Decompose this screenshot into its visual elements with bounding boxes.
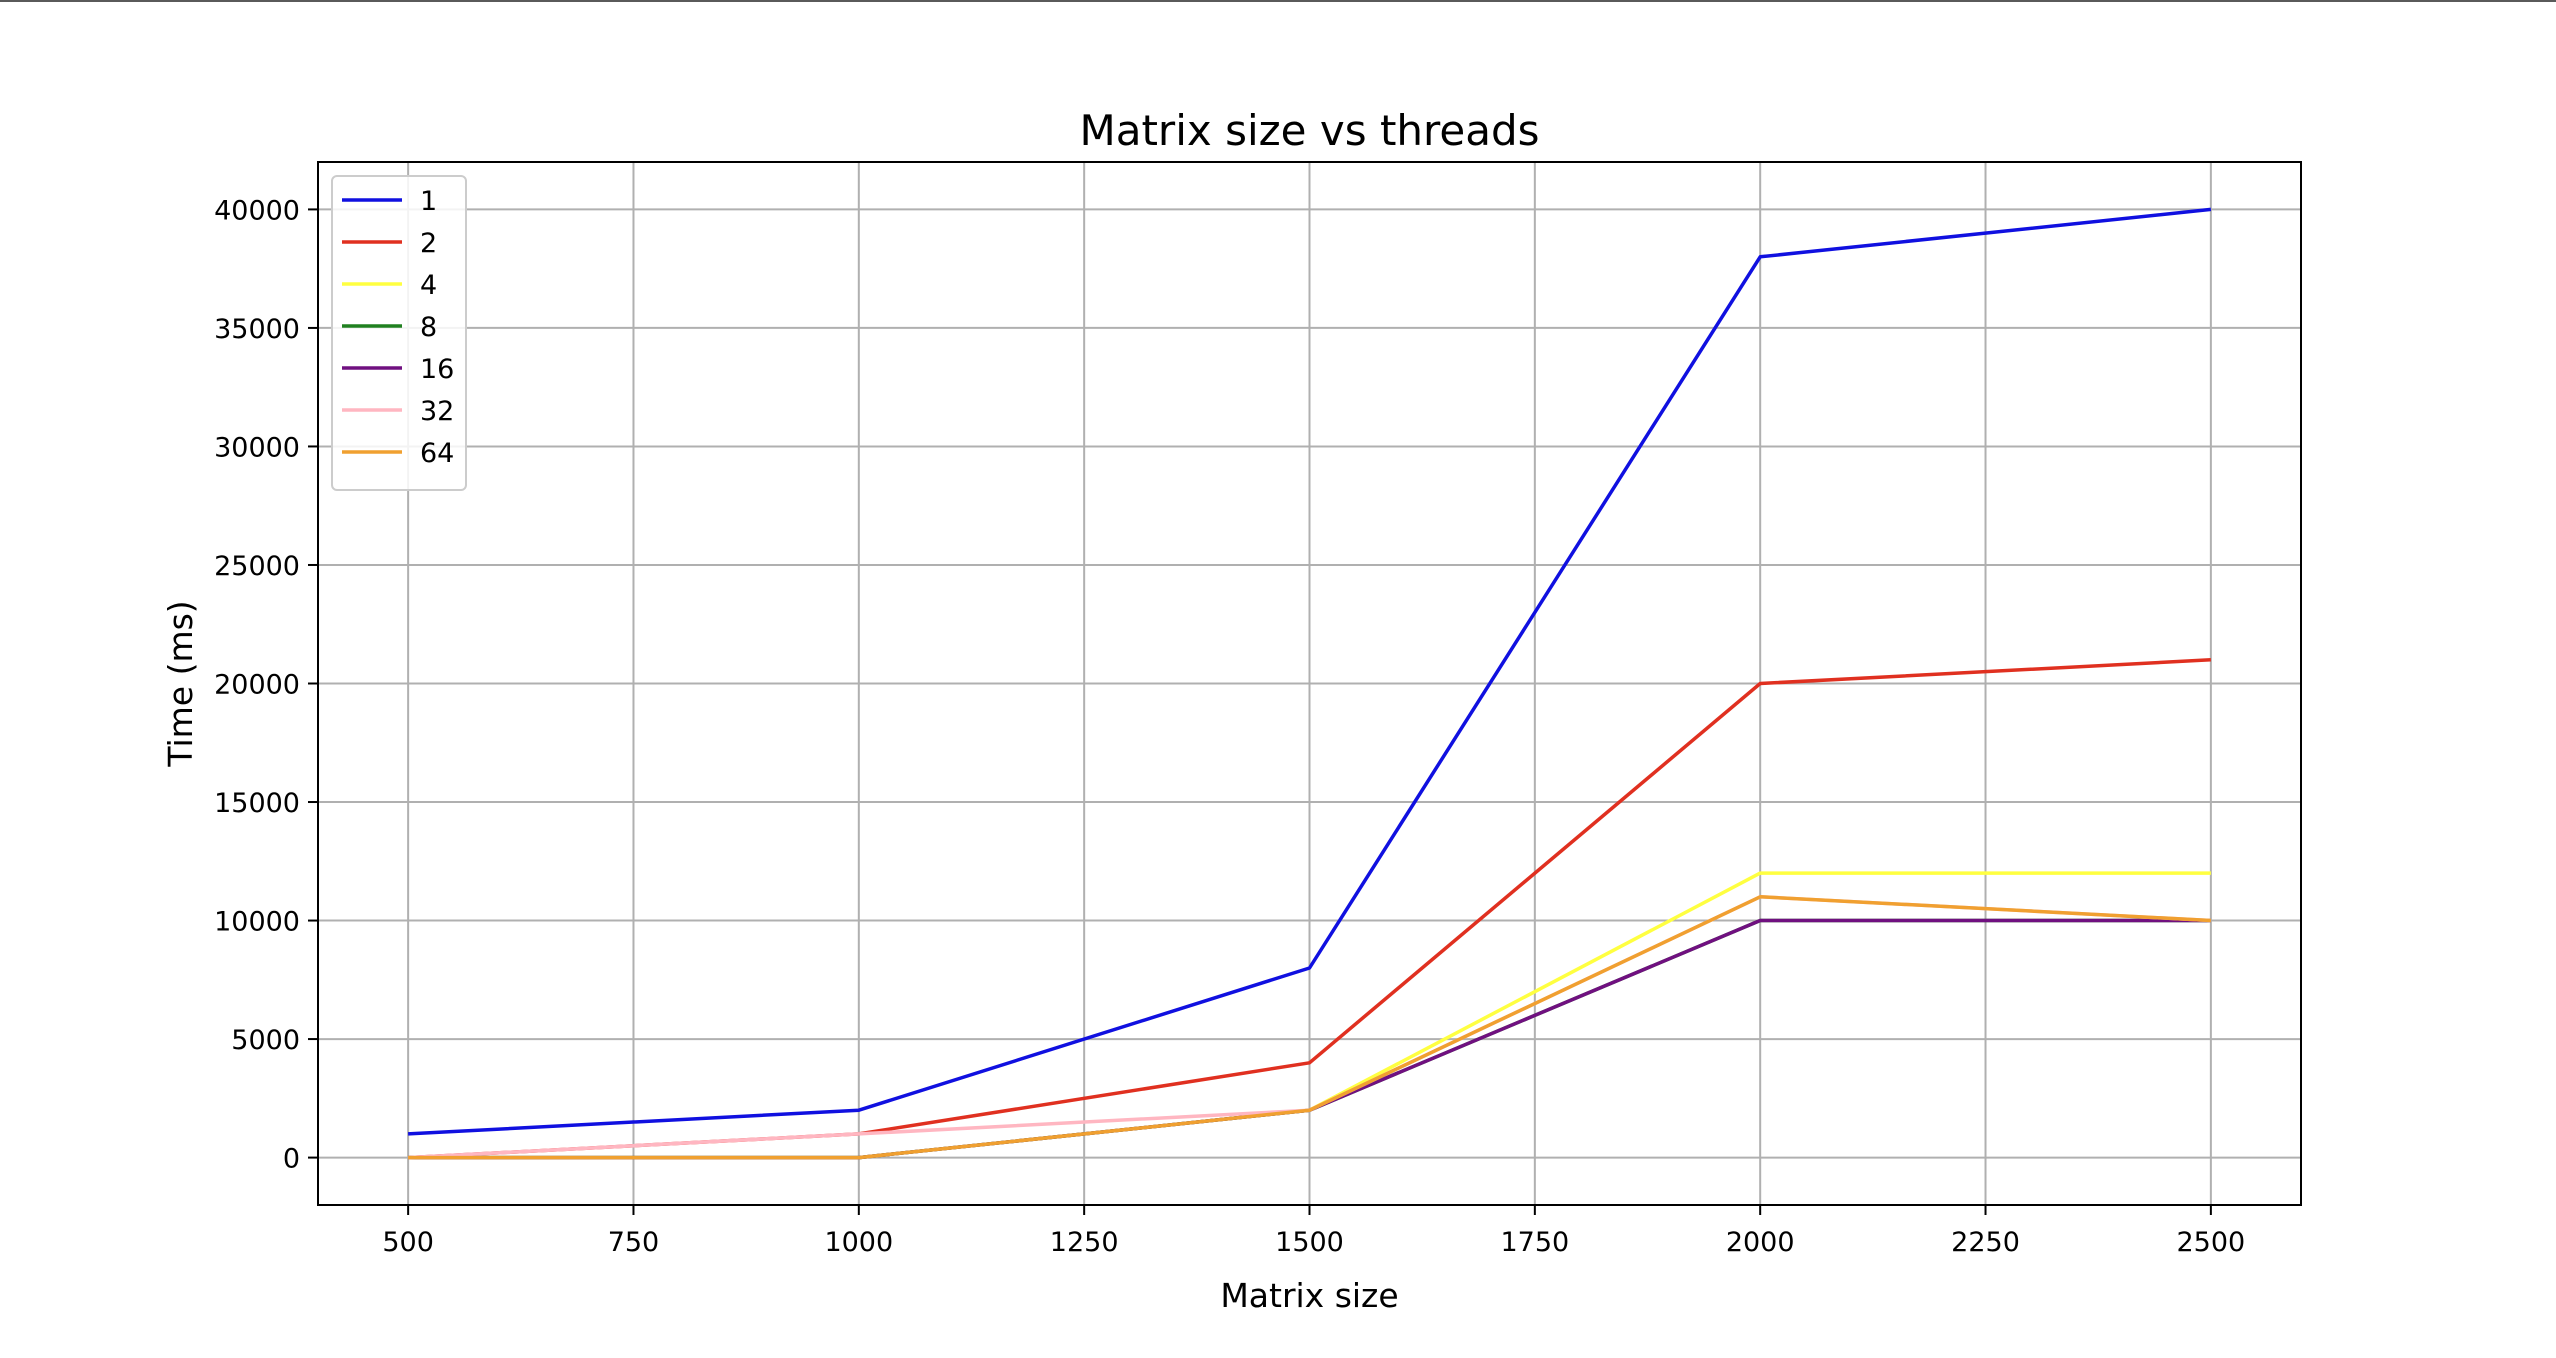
x-tick-label: 1500 bbox=[1275, 1227, 1344, 1258]
x-tick-label: 750 bbox=[608, 1227, 660, 1258]
x-axis-label: Matrix size bbox=[1220, 1276, 1398, 1315]
y-tick-label: 25000 bbox=[214, 551, 300, 582]
y-tick-label: 20000 bbox=[214, 670, 300, 701]
chart-title: Matrix size vs threads bbox=[1079, 106, 1539, 155]
legend-label-4: 4 bbox=[420, 270, 437, 301]
legend-label-64: 64 bbox=[420, 438, 454, 469]
legend-label-2: 2 bbox=[420, 228, 437, 259]
axis-ticks: 500 750 1000 1250 1500 1750 2000 2250 2500050001… bbox=[214, 195, 2245, 1258]
grid-lines bbox=[318, 162, 2301, 1205]
y-tick-label: 30000 bbox=[214, 432, 300, 463]
y-axis-label: Time (ms) bbox=[161, 600, 200, 767]
series-line-64 bbox=[408, 895, 2211, 1160]
legend-label-32: 32 bbox=[420, 396, 454, 427]
x-tick-label: 1250 bbox=[1050, 1227, 1119, 1258]
x-tick-label: 2250 bbox=[1951, 1227, 2020, 1258]
legend-label-16: 16 bbox=[420, 354, 454, 385]
top-border-line bbox=[0, 0, 2556, 2]
y-tick-label: 40000 bbox=[214, 195, 300, 226]
y-tick-label: 0 bbox=[283, 1144, 300, 1175]
x-tick-label: 1000 bbox=[824, 1227, 893, 1258]
legend-label-8: 8 bbox=[420, 312, 437, 343]
legend-label-1: 1 bbox=[420, 186, 437, 217]
x-tick-label: 500 bbox=[382, 1227, 434, 1258]
x-tick-label: 1750 bbox=[1500, 1227, 1569, 1258]
x-tick-label: 2500 bbox=[2177, 1227, 2246, 1258]
y-tick-label: 10000 bbox=[214, 907, 300, 938]
y-tick-label: 15000 bbox=[214, 788, 300, 819]
series-line-1 bbox=[408, 207, 2212, 1136]
legend: 1 2 4 8 16 32 64 bbox=[331, 175, 467, 491]
series-lines bbox=[408, 207, 2212, 1160]
y-tick-label: 35000 bbox=[214, 314, 300, 345]
y-tick-label: 5000 bbox=[231, 1025, 300, 1056]
x-tick-label: 2000 bbox=[1726, 1227, 1795, 1258]
